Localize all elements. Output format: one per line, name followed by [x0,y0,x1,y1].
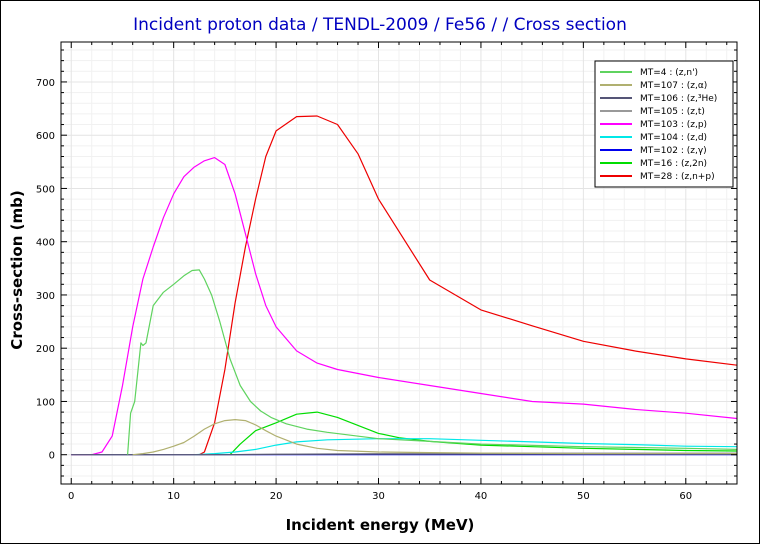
x-tick-label: 30 [372,491,385,502]
y-tick-label: 600 [36,131,55,142]
y-tick-label: 400 [36,238,55,249]
series-line-8 [199,115,738,456]
series-line-7 [229,411,738,456]
legend-label: MT=106 : (z,³He) [640,94,717,104]
y-tick-label: 100 [36,397,55,408]
series-line-0 [127,269,738,455]
legend: MT=4 : (z,n') MT=107 : (z,α) MT=106 : (z,³… [594,60,734,188]
legend-label: MT=16 : (z,2n) [640,159,707,169]
x-tick-label: 10 [167,491,180,502]
y-tick-label: 0 [49,451,55,462]
x-tick-label: 0 [68,491,74,502]
y-tick-label: 700 [36,78,55,89]
legend-label: MT=4 : (z,n') [640,68,698,78]
chart-title: Incident proton data / TENDL-2009 / Fe56… [133,15,627,35]
series-line-4 [71,157,738,456]
y-axis-label: Cross-section (mb) [8,190,26,349]
series-line-2 [71,453,737,456]
legend-label: MT=102 : (z,γ) [640,146,707,156]
y-tick-label: 200 [36,344,55,355]
x-tick-label: 50 [577,491,590,502]
x-axis-label: Incident energy (MeV) [286,516,475,534]
x-tick-label: 20 [270,491,283,502]
series-lines [71,115,738,456]
legend-label: MT=104 : (z,d) [640,133,707,143]
legend-label: MT=103 : (z,p) [640,120,707,130]
y-tick-label: 500 [36,184,55,195]
grid [61,42,737,484]
series-line-1 [132,419,737,456]
legend-label: MT=105 : (z,t) [640,107,705,117]
x-tick-label: 40 [475,491,488,502]
x-tick-label: 60 [679,491,692,502]
legend-label: MT=28 : (z,n+p) [640,172,715,182]
y-tick-label: 300 [36,291,55,302]
legend-label: MT=107 : (z,α) [640,81,707,91]
